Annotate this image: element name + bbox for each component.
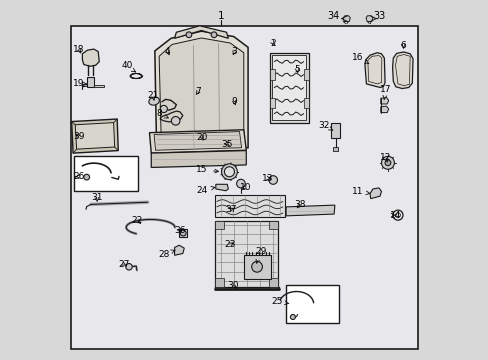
Text: 17: 17 <box>379 85 391 100</box>
Circle shape <box>381 156 394 169</box>
Bar <box>269 53 308 123</box>
Text: 32: 32 <box>318 121 332 130</box>
Text: 25: 25 <box>271 297 288 306</box>
Polygon shape <box>369 188 381 199</box>
Text: 11: 11 <box>351 187 369 196</box>
Polygon shape <box>392 52 412 89</box>
Text: 39: 39 <box>73 132 84 141</box>
Polygon shape <box>380 106 388 113</box>
Text: 20: 20 <box>196 133 207 142</box>
Bar <box>272 55 305 120</box>
Circle shape <box>211 32 217 38</box>
Circle shape <box>395 213 400 218</box>
Circle shape <box>185 32 191 38</box>
Bar <box>179 229 187 237</box>
Text: 9: 9 <box>231 97 237 106</box>
Circle shape <box>171 117 180 125</box>
Text: 36: 36 <box>174 226 186 235</box>
Text: 1: 1 <box>218 12 224 22</box>
Text: 14: 14 <box>389 211 400 220</box>
Circle shape <box>221 164 237 180</box>
Bar <box>244 255 270 279</box>
Polygon shape <box>364 53 384 87</box>
Text: 34: 34 <box>326 12 339 22</box>
Polygon shape <box>380 98 388 104</box>
Text: 28: 28 <box>158 250 175 259</box>
Polygon shape <box>215 184 228 191</box>
Bar <box>215 195 285 217</box>
Polygon shape <box>174 26 228 39</box>
Text: 19: 19 <box>73 80 87 89</box>
Circle shape <box>268 176 277 184</box>
Bar <box>303 98 308 108</box>
Polygon shape <box>75 123 115 149</box>
Circle shape <box>83 174 89 180</box>
Polygon shape <box>174 245 184 255</box>
Polygon shape <box>151 150 246 167</box>
Text: 5: 5 <box>294 65 300 74</box>
Bar <box>215 221 224 229</box>
Text: 4: 4 <box>164 47 170 56</box>
Polygon shape <box>154 132 241 150</box>
Text: 21: 21 <box>147 91 159 100</box>
Text: 30: 30 <box>227 281 238 290</box>
Text: 2: 2 <box>270 39 275 48</box>
Text: 31: 31 <box>91 193 102 202</box>
Circle shape <box>290 315 295 319</box>
Polygon shape <box>285 205 334 216</box>
Polygon shape <box>82 49 99 66</box>
Text: 27: 27 <box>118 260 129 269</box>
Circle shape <box>236 179 244 188</box>
Circle shape <box>251 261 262 272</box>
Bar <box>215 278 224 287</box>
Polygon shape <box>149 130 246 153</box>
Text: 13: 13 <box>261 174 273 183</box>
Bar <box>303 69 308 80</box>
Text: 38: 38 <box>294 200 305 209</box>
Polygon shape <box>155 31 247 151</box>
Bar <box>269 69 274 80</box>
Circle shape <box>125 264 132 270</box>
Ellipse shape <box>148 97 159 105</box>
Text: 40: 40 <box>121 62 135 72</box>
Text: 37: 37 <box>224 205 236 214</box>
Text: 29: 29 <box>255 247 266 263</box>
Text: 15: 15 <box>196 166 218 175</box>
Text: 10: 10 <box>240 183 251 192</box>
Circle shape <box>160 105 167 113</box>
Text: 3: 3 <box>231 47 237 56</box>
Text: 16: 16 <box>351 53 368 64</box>
Bar <box>330 123 340 138</box>
Text: 8: 8 <box>156 109 168 118</box>
Bar <box>215 221 277 287</box>
Polygon shape <box>343 16 349 22</box>
Text: 6: 6 <box>400 41 406 50</box>
Bar <box>94 85 104 87</box>
Bar <box>269 98 274 108</box>
Polygon shape <box>159 38 244 144</box>
Text: 26: 26 <box>73 172 84 181</box>
Bar <box>333 147 337 151</box>
Circle shape <box>384 160 390 166</box>
Polygon shape <box>72 119 118 153</box>
Circle shape <box>224 167 234 177</box>
Text: 18: 18 <box>73 45 84 54</box>
Bar <box>268 221 277 229</box>
Bar <box>87 77 94 87</box>
Polygon shape <box>366 16 372 22</box>
Bar <box>268 278 277 287</box>
Text: 7: 7 <box>195 86 201 95</box>
Text: 24: 24 <box>196 185 214 194</box>
Circle shape <box>180 230 185 236</box>
Bar <box>74 156 138 192</box>
Text: 12: 12 <box>379 153 390 162</box>
Text: 33: 33 <box>372 12 385 22</box>
Text: 22: 22 <box>131 216 142 225</box>
Text: 35: 35 <box>221 140 233 149</box>
Bar <box>285 285 338 323</box>
Text: 23: 23 <box>224 240 236 249</box>
